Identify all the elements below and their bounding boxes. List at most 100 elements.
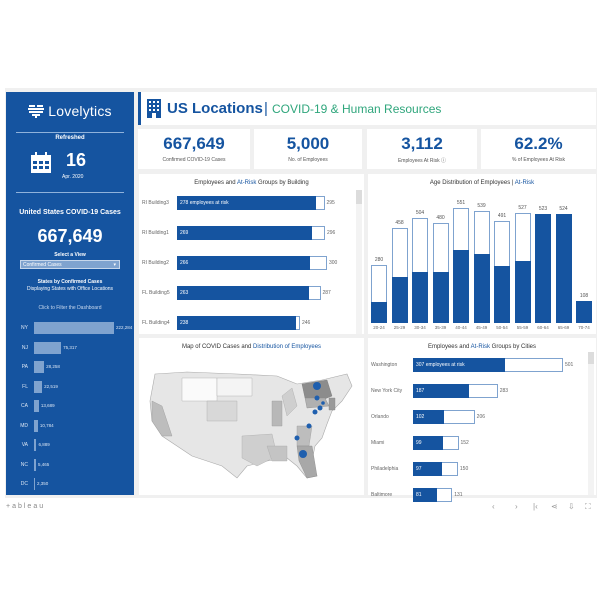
bar-row[interactable]: RI Building3 278 employees at risk 295 <box>139 196 349 210</box>
state-value: 5,465 <box>37 461 50 467</box>
at-risk-bar[interactable] <box>494 266 510 323</box>
title-part: Employees and <box>427 344 471 350</box>
at-risk-bar[interactable]: 102 <box>413 410 444 424</box>
undo-icon[interactable]: ‹ <box>492 502 495 511</box>
revert-icon[interactable]: |‹ <box>533 502 538 511</box>
bar-value-label: 458 <box>395 219 404 226</box>
at-risk-bar[interactable]: 97 <box>413 462 443 476</box>
share-icon[interactable]: ⋖ <box>551 502 558 511</box>
page-header: US Locations | COVID-19 & Human Resource… <box>138 92 596 125</box>
at-risk-bar[interactable]: 99 <box>413 436 443 450</box>
state-row[interactable]: VA 6,889 <box>6 438 134 452</box>
employee-marker[interactable] <box>313 382 321 390</box>
state-bar[interactable] <box>34 322 114 334</box>
state-bar[interactable] <box>34 419 38 432</box>
scrollbar-thumb[interactable] <box>588 352 594 364</box>
age-category-label: 70-74 <box>578 325 590 330</box>
map-title: Map of COVID Cases and Distribution of E… <box>139 344 364 350</box>
state-row[interactable]: FL 22,519 <box>6 380 134 394</box>
at-risk-bar[interactable]: 266 <box>177 256 310 270</box>
age-category-label: 60-64 <box>537 325 549 330</box>
at-risk-bar[interactable] <box>576 300 592 323</box>
at-risk-bar[interactable]: 81 <box>413 488 438 502</box>
at-risk-bar[interactable] <box>535 214 551 323</box>
at-risk-bar[interactable] <box>432 271 449 323</box>
employee-marker[interactable] <box>321 401 325 405</box>
bar-value-label: 523 <box>538 206 548 213</box>
at-risk-bar[interactable] <box>473 254 490 323</box>
bar-category: Baltimore <box>371 492 393 498</box>
at-risk-bar[interactable] <box>391 277 408 323</box>
state-value: 13,689 <box>40 403 55 408</box>
bar-row[interactable]: Orlando 102 206 <box>368 410 578 424</box>
divider <box>16 192 124 193</box>
employee-marker[interactable] <box>312 409 318 415</box>
bar-row[interactable]: Baltimore 81 131 <box>368 488 578 502</box>
bar-value-label: 504 <box>415 210 425 216</box>
fullscreen-icon[interactable]: ⛶ <box>585 502 591 511</box>
state-row[interactable]: DC 2,350 <box>6 477 134 491</box>
age-category-label: 35-39 <box>434 325 447 330</box>
at-risk-bar[interactable] <box>555 213 572 323</box>
kpi-value: 62.2% <box>514 134 563 153</box>
state-row[interactable]: NC 5,465 <box>6 458 134 472</box>
title-highlight: At-Risk <box>514 180 535 186</box>
state-bar[interactable] <box>34 400 39 412</box>
at-risk-bar[interactable] <box>371 302 387 323</box>
state-bar[interactable] <box>34 439 37 451</box>
state-bar[interactable] <box>34 380 43 393</box>
bar-row[interactable]: RI Building2 266 300 <box>139 256 349 270</box>
bar-row[interactable]: FL Building4 238 246 <box>139 316 349 330</box>
state-row[interactable]: CA 13,689 <box>6 399 134 413</box>
scrollbar-thumb[interactable] <box>356 190 362 204</box>
bar-row[interactable]: Philadelphia 97 150 <box>368 462 578 476</box>
at-risk-bar[interactable]: 263 <box>177 286 309 300</box>
bar-value-label: 280 <box>374 256 384 263</box>
age-category-label: 40-44 <box>455 325 467 330</box>
employee-marker[interactable] <box>314 395 320 401</box>
state-row[interactable]: PA 28,258 <box>6 360 134 374</box>
bar-row[interactable]: New York City 187 283 <box>368 384 578 398</box>
at-risk-bar[interactable] <box>453 249 469 323</box>
sidebar: Lovelytics Refreshed 16 Apr. 2020 United… <box>6 92 134 495</box>
cities-chart-title: Employees and At-Risk Groups by Cities <box>368 344 596 350</box>
bar-row[interactable]: FL Building5 263 287 <box>139 286 349 300</box>
at-risk-bar[interactable] <box>514 260 531 323</box>
building-chart-scrollbar[interactable] <box>356 190 362 334</box>
state-value: 6,889 <box>38 442 50 447</box>
select-view-label: Select a View <box>54 252 86 258</box>
state-row[interactable]: NY 222,284 <box>6 321 134 335</box>
employee-marker[interactable] <box>306 423 312 429</box>
employees-value: 287 <box>322 290 331 296</box>
state-bar[interactable] <box>34 341 62 354</box>
download-icon[interactable]: ⇩ <box>568 502 575 511</box>
select-view-dropdown[interactable]: Confirmed Cases ▾ <box>20 260 120 269</box>
at-risk-bar[interactable]: 187 <box>413 384 469 398</box>
employee-marker[interactable] <box>299 450 307 458</box>
bar-value-label: 108 <box>579 292 589 299</box>
bar-category: Miami <box>371 440 385 446</box>
at-risk-bar[interactable]: 307 employees at risk <box>413 358 505 372</box>
state-bar[interactable] <box>34 361 45 373</box>
bar-category: Philadelphia <box>371 466 399 472</box>
bar-row[interactable]: Miami 99 152 <box>368 436 578 450</box>
at-risk-bar[interactable]: 269 <box>177 226 312 240</box>
state-row[interactable]: NJ 75,317 <box>6 341 134 355</box>
title-highlight: At-Risk <box>470 344 490 350</box>
bar-category: RI Building1 <box>142 230 169 236</box>
state-bar[interactable] <box>34 458 36 471</box>
us-map[interactable] <box>147 366 357 484</box>
state-row[interactable]: MD 10,784 <box>6 419 134 433</box>
kpi-employees-at-risk[interactable]: 3,112 Employees At Risk ⓘ <box>367 129 477 169</box>
at-risk-bar[interactable] <box>412 271 428 323</box>
state-bar[interactable] <box>34 478 35 490</box>
bar-row[interactable]: RI Building1 269 296 <box>139 226 349 240</box>
employee-marker[interactable] <box>294 435 300 441</box>
cities-chart-scrollbar[interactable] <box>588 352 594 495</box>
at-risk-bar[interactable]: 278 employees at risk <box>177 196 316 210</box>
kpi-value: 3,112 <box>401 134 443 153</box>
employee-marker[interactable] <box>317 405 323 411</box>
at-risk-bar[interactable]: 238 <box>177 316 296 330</box>
redo-icon[interactable]: › <box>515 502 518 511</box>
bar-row[interactable]: Washington 307 employees at risk 501 <box>368 358 578 372</box>
